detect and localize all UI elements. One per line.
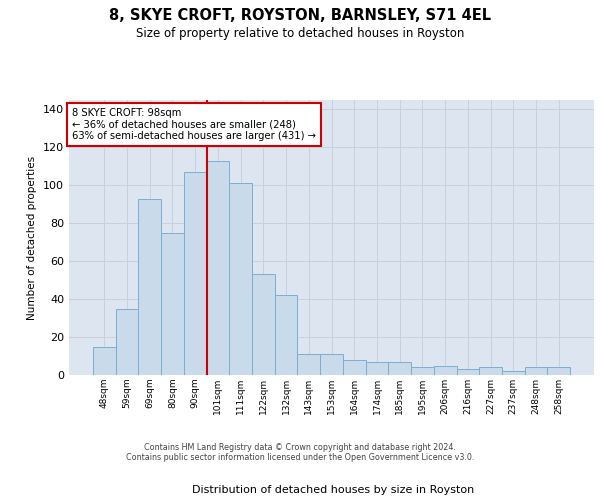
Bar <box>502 371 524 375</box>
Bar <box>298 354 320 375</box>
Bar <box>252 274 275 375</box>
Bar <box>229 184 252 375</box>
Text: Distribution of detached houses by size in Royston: Distribution of detached houses by size … <box>192 485 474 495</box>
Bar <box>93 346 116 375</box>
Bar <box>457 370 479 375</box>
Bar <box>524 368 547 375</box>
Text: 8, SKYE CROFT, ROYSTON, BARNSLEY, S71 4EL: 8, SKYE CROFT, ROYSTON, BARNSLEY, S71 4E… <box>109 8 491 22</box>
Bar <box>139 198 161 375</box>
Bar <box>547 368 570 375</box>
Text: Contains HM Land Registry data © Crown copyright and database right 2024.
Contai: Contains HM Land Registry data © Crown c… <box>126 443 474 462</box>
Bar <box>116 308 139 375</box>
Bar <box>343 360 365 375</box>
Y-axis label: Number of detached properties: Number of detached properties <box>28 156 37 320</box>
Bar <box>320 354 343 375</box>
Bar <box>479 368 502 375</box>
Text: 8 SKYE CROFT: 98sqm
← 36% of detached houses are smaller (248)
63% of semi-detac: 8 SKYE CROFT: 98sqm ← 36% of detached ho… <box>71 108 316 142</box>
Bar <box>434 366 457 375</box>
Text: Size of property relative to detached houses in Royston: Size of property relative to detached ho… <box>136 28 464 40</box>
Bar <box>275 296 298 375</box>
Bar <box>365 362 388 375</box>
Bar <box>206 160 229 375</box>
Bar <box>411 368 434 375</box>
Bar <box>184 172 206 375</box>
Bar <box>388 362 411 375</box>
Bar <box>161 233 184 375</box>
